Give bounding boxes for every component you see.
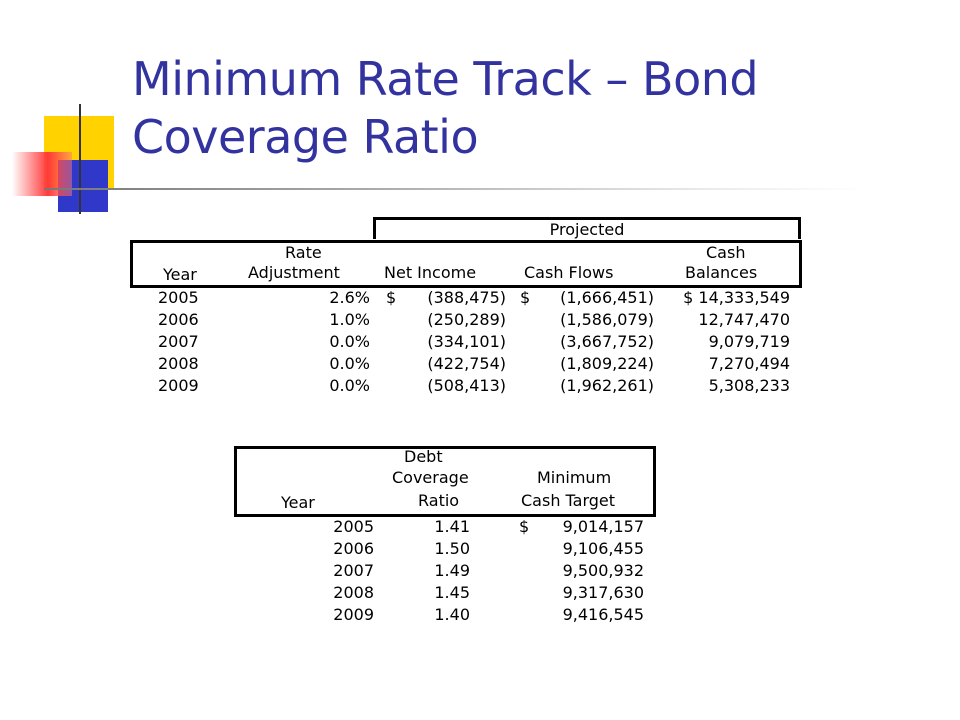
t2-ratio: 1.45 [434, 583, 470, 602]
table-row: 2009 1.40 9,416,545 [234, 605, 656, 627]
table-row: 2008 1.45 9,317,630 [234, 583, 656, 605]
t2-min-cash-target: 9,317,630 [562, 583, 644, 602]
t1-cash-balance: 9,079,719 [708, 332, 790, 351]
slide-title: Minimum Rate Track – Bond Coverage Ratio [132, 50, 912, 166]
t2-ratio: 1.50 [434, 539, 470, 558]
t1-cash-flows: (1,809,224) [560, 354, 654, 373]
table-row: 2005 2.6% $ (388,475) $ (1,666,451) $ 14,333,5… [130, 288, 802, 310]
t1-year: 2008 [158, 354, 199, 373]
t1-header-rate-line2: Adjustment [248, 263, 340, 282]
t1-rate: 1.0% [329, 310, 370, 329]
decor-vertical-line [79, 104, 81, 214]
t1-year: 2005 [158, 288, 199, 307]
t1-ni-symbol: $ [386, 288, 397, 307]
t2-ratio: 1.40 [434, 605, 470, 624]
projected-group-header: Projected [373, 217, 801, 239]
slide-title-line2: Coverage Ratio [132, 110, 479, 164]
t1-rate: 0.0% [329, 354, 370, 373]
table-row: 2007 0.0% (334,101) (3,667,752) 9,079,719 [130, 332, 802, 354]
t2-ratio: 1.41 [434, 517, 470, 536]
table-row: 2005 1.41 $9,014,157 [234, 517, 656, 539]
t1-cash-balance: 5,308,233 [708, 376, 790, 395]
t1-year: 2009 [158, 376, 199, 395]
t1-cash-flows: (1,586,079) [560, 310, 654, 329]
t1-cash-balance: 12,747,470 [698, 310, 790, 329]
t2-year: 2006 [333, 539, 374, 558]
table-row: 2006 1.50 9,106,455 [234, 539, 656, 561]
title-underline [44, 188, 864, 190]
t2-min-cash-target: 9,014,157 [562, 517, 644, 536]
table-row: 2007 1.49 9,500,932 [234, 561, 656, 583]
t1-year: 2006 [158, 310, 199, 329]
t2-header-min-line2: Cash Target [521, 491, 616, 510]
t1-net-income: (250,289) [427, 310, 506, 329]
t1-cash-flows: (1,962,261) [560, 376, 654, 395]
t2-header-debt-line3: Ratio [418, 491, 460, 510]
t2-header-debt-line1: Debt [404, 447, 443, 466]
t2-header-year: Year [281, 493, 315, 512]
t2-year: 2009 [333, 605, 374, 624]
t2-header-min-line1: Minimum [537, 468, 612, 487]
table2-header: Year Debt Coverage Ratio Minimum Cash Ta… [234, 446, 656, 517]
t1-cash-balance: $ 14,333,549 [683, 288, 790, 307]
t1-header-cash-flows: Cash Flows [524, 263, 614, 282]
t1-net-income: (422,754) [427, 354, 506, 373]
t1-rate: 0.0% [329, 376, 370, 395]
t1-header-net-income: Net Income [384, 263, 477, 282]
t1-rate: 0.0% [329, 332, 370, 351]
t1-header-rate-line1: Rate [285, 243, 322, 262]
table-row: 2006 1.0% (250,289) (1,586,079) 12,747,470 [130, 310, 802, 332]
t1-header-cash-line2: Balances [685, 263, 758, 282]
t1-cash-flows: (3,667,752) [560, 332, 654, 351]
slide-title-line1: Minimum Rate Track – Bond [132, 52, 759, 106]
t2-min-cash-target: 9,416,545 [562, 605, 644, 624]
table1-header: Year Rate Adjustment Net Income Cash Flo… [130, 240, 802, 288]
table-row: 2008 0.0% (422,754) (1,809,224) 7,270,494 [130, 354, 802, 376]
t1-header-cash-line1: Cash [706, 243, 746, 262]
t2-year: 2008 [333, 583, 374, 602]
t2-header-debt-line2: Coverage [392, 468, 469, 487]
t1-rate: 2.6% [329, 288, 370, 307]
t2-ratio: 1.49 [434, 561, 470, 580]
t1-year: 2007 [158, 332, 199, 351]
t1-net-income: (388,475) [427, 288, 506, 307]
t1-cf-symbol: $ [520, 288, 531, 307]
t2-min-cash-target: 9,106,455 [562, 539, 644, 558]
table-row: 2009 0.0% (508,413) (1,962,261) 5,308,233 [130, 376, 802, 398]
t2-year: 2007 [333, 561, 374, 580]
t1-net-income: (334,101) [427, 332, 506, 351]
t1-cash-flows: (1,666,451) [560, 288, 654, 307]
t2-min-cash-target: 9,500,932 [562, 561, 644, 580]
t1-header-year: Year [163, 265, 197, 284]
t1-net-income: (508,413) [427, 376, 506, 395]
t2-year: 2005 [333, 517, 374, 536]
t2-symbol: $ [519, 517, 530, 536]
t1-cash-balance: 7,270,494 [708, 354, 790, 373]
